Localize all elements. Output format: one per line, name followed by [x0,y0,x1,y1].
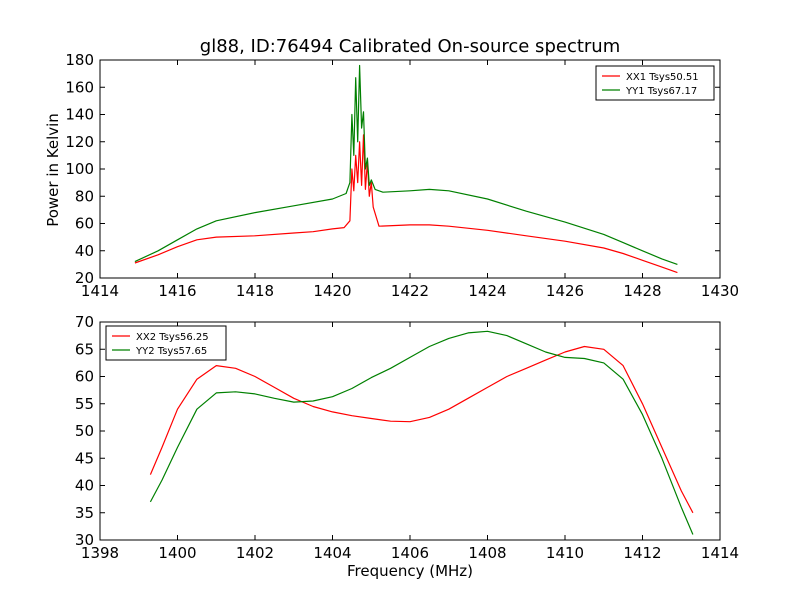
bottom-legend-entry: YY2 Tsys57.65 [135,346,207,357]
top-x-tick-label: 1418 [236,282,274,300]
top-y-axis-label: Power in Kelvin [44,113,62,227]
top-legend: XX1 Tsys50.51 YY1 Tsys67.17 [595,65,715,101]
top-x-tick-label: 1422 [391,282,429,300]
top-x-tick-label: 1424 [468,282,506,300]
top-x-tick-label: 1414 [81,282,119,300]
bottom-x-axis-label: Frequency (MHz) [347,562,473,580]
bottom-y-tick-label: 50 [75,422,94,440]
bottom-series-line-1 [149,345,694,514]
bottom-plot-panel: 1398 1400 1402 1404 1406 1408 1410 1412 1414 30 35… [75,313,739,562]
bottom-y-tick-label: 65 [75,340,94,358]
chart-title: gl88, ID:76494 Calibrated On-source spec… [200,36,620,57]
top-y-tick-label: 60 [75,215,94,233]
bottom-legend-box [105,325,227,361]
top-y-tick-label: 20 [75,269,94,287]
top-series-line-1 [134,134,678,274]
bottom-x-tick-label: 1402 [236,544,274,562]
top-x-tick-label: 1430 [701,282,739,300]
bottom-y-tick-label: 35 [75,504,94,522]
top-y-tick-label: 40 [75,242,94,260]
bottom-x-tick-label: 1404 [313,544,351,562]
top-plot-panel: 1414 1416 1418 1420 1422 1424 1426 1428 1430 20 40… [65,51,739,300]
bottom-y-tick-label: 45 [75,449,94,467]
bottom-series-line-2 [149,330,694,535]
top-legend-entry: XX1 Tsys50.51 [626,72,699,83]
top-y-tick-label: 80 [75,187,94,205]
top-x-tick-label: 1426 [546,282,584,300]
bottom-x-tick-label: 1412 [623,544,661,562]
top-x-tick-label: 1416 [158,282,196,300]
bottom-x-tick-label: 1398 [81,544,119,562]
bottom-x-tick-label: 1410 [546,544,584,562]
bottom-x-tick-label: 1414 [701,544,739,562]
top-y-tick-label: 120 [65,133,94,151]
bottom-y-tick-label: 30 [75,531,94,549]
top-x-tick-label: 1428 [623,282,661,300]
top-x-tick-label: 1420 [313,282,351,300]
bottom-y-tick-label: 70 [75,313,94,331]
bottom-y-tick-label: 40 [75,477,94,495]
bottom-legend: XX2 Tsys56.25 YY2 Tsys57.65 [105,325,227,361]
top-legend-entry: YY1 Tsys67.17 [625,86,697,97]
top-legend-box [595,65,715,101]
bottom-x-tick-label: 1400 [158,544,196,562]
top-y-tick-label: 140 [65,106,94,124]
top-y-tick-label: 180 [65,51,94,69]
top-y-tick-label: 100 [65,160,94,178]
bottom-legend-entry: XX2 Tsys56.25 [136,332,209,343]
bottom-y-tick-label: 55 [75,395,94,413]
top-y-tick-label: 160 [65,78,94,96]
bottom-x-tick-label: 1406 [391,544,429,562]
top-series-line-2 [134,64,678,265]
bottom-y-tick-label: 60 [75,368,94,386]
bottom-x-tick-label: 1408 [468,544,506,562]
